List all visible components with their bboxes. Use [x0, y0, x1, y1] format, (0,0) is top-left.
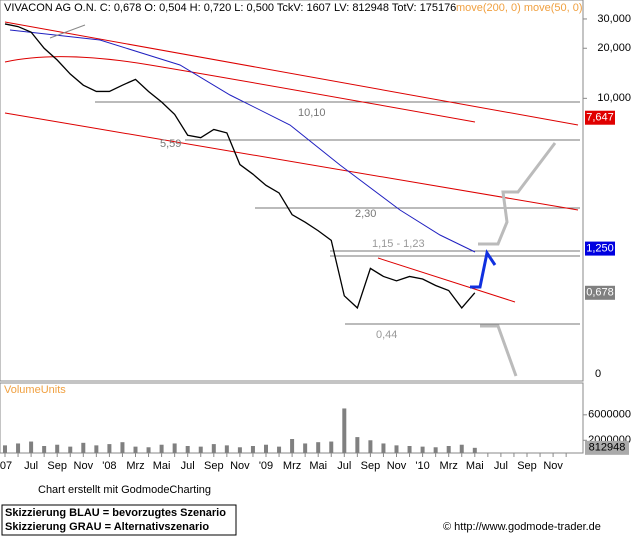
- volume-bar: [159, 444, 164, 453]
- x-tick-label: Mai: [309, 460, 327, 472]
- price-panel: [0, 0, 584, 382]
- volume-bar: [433, 447, 438, 453]
- volume-bar: [107, 444, 112, 453]
- price-marker-label: 0,678: [586, 287, 614, 299]
- volume-bar: [172, 443, 177, 453]
- price-marker: [585, 285, 615, 300]
- volume-bar: [3, 445, 7, 453]
- volume-bar: [472, 447, 477, 453]
- x-tick-label: '07: [0, 460, 12, 472]
- volume-bar: [446, 446, 451, 453]
- x-tick-label: Nov: [230, 460, 250, 472]
- x-tick-label: '08: [102, 460, 116, 472]
- y-tick-label: 0: [595, 368, 601, 380]
- trend-line: [377, 257, 516, 303]
- x-tick-label: Nov: [387, 460, 407, 472]
- trend-line: [4, 56, 476, 123]
- volume-bar: [250, 446, 255, 453]
- header: VIVACON AG O.N. C: 0,678 O: 0,504 H: 0,7…: [4, 2, 456, 14]
- note: Skizzierung GRAU = Alternativszenario: [5, 521, 209, 533]
- volume-bar: [394, 445, 399, 453]
- x-tick-label: Jul: [337, 460, 351, 472]
- annotation: 1,15 - 1,23: [372, 238, 425, 250]
- x-tick-label: Mai: [153, 460, 171, 472]
- x-tick-label: Sep: [361, 460, 381, 472]
- price-marker: [585, 110, 615, 125]
- volume-bar: [355, 437, 360, 453]
- volume-bar: [264, 444, 268, 453]
- pointer-arrow: [49, 24, 86, 39]
- volume-bar: [146, 447, 151, 453]
- x-tick-label: Jul: [494, 460, 508, 472]
- volume-bar: [277, 446, 282, 453]
- volume-bar: [368, 440, 373, 453]
- x-tick-label: '09: [259, 460, 273, 472]
- volume-marker-label: 812948: [589, 442, 626, 454]
- volume-bar: [185, 446, 190, 453]
- volume-bar: [198, 446, 203, 453]
- x-tick-label: Mai: [466, 460, 484, 472]
- blue-scenario: [470, 249, 497, 289]
- x-tick-label: Mrz: [283, 460, 301, 472]
- x-tick-label: Sep: [517, 460, 537, 472]
- y-tick-label: 20,000: [597, 42, 631, 54]
- trend-line: [4, 21, 579, 126]
- volume-bar: [303, 443, 308, 453]
- y-tick-label: 6000000: [588, 409, 631, 421]
- volume-bar: [29, 441, 34, 453]
- price-marker: [585, 241, 615, 256]
- annotation: 2,30: [355, 208, 376, 220]
- volume-bar: [459, 444, 464, 453]
- volume-label: VolumeUnits: [4, 384, 66, 396]
- source: © http://www.godmode-trader.de: [443, 521, 601, 533]
- volume-bar: [290, 439, 295, 453]
- volume-bar: [342, 408, 347, 453]
- annotation: 5,59: [160, 138, 181, 150]
- volume-bar: [68, 446, 73, 453]
- x-tick-label: Jul: [24, 460, 38, 472]
- annotation: 10,10: [298, 107, 326, 119]
- y-tick-label: 10,000: [597, 92, 631, 104]
- x-tick-label: Sep: [47, 460, 67, 472]
- volume-bar: [381, 443, 386, 453]
- y-tick-label: 30,000: [597, 13, 631, 25]
- x-tick-label: '10: [415, 460, 429, 472]
- indicators: move(200, 0) move(50, 0): [456, 2, 583, 14]
- volume-bar: [94, 445, 99, 453]
- grey-scenario: [480, 324, 518, 377]
- annotation: 0,44: [376, 329, 397, 341]
- x-tick-label: Mrz: [440, 460, 458, 472]
- volume-bar: [224, 445, 229, 453]
- x-tick-label: Nov: [74, 460, 94, 472]
- note: Skizzierung BLAU = bevorzugtes Szenario: [5, 507, 226, 519]
- volume-bar: [407, 446, 412, 453]
- moving-average: [9, 29, 476, 253]
- x-tick-label: Mrz: [126, 460, 144, 472]
- volume-bar: [329, 441, 334, 453]
- volume-bar: [16, 443, 21, 453]
- notes-box: [1, 504, 237, 536]
- price-marker-label: 1,250: [586, 242, 614, 254]
- volume-bar: [316, 442, 321, 453]
- x-tick-label: Nov: [543, 460, 563, 472]
- price-line: [4, 23, 476, 310]
- credit: Chart erstellt mit GodmodeCharting: [38, 484, 211, 496]
- x-tick-label: Sep: [204, 460, 224, 472]
- guides: [4, 21, 580, 377]
- volume-bar: [237, 447, 242, 453]
- volume-bar: [420, 446, 425, 453]
- volume-bar: [42, 446, 47, 453]
- grey-scenario: [478, 142, 557, 246]
- volume-bar: [81, 442, 86, 453]
- price-marker-label: 7,647: [586, 112, 614, 124]
- volume-bar: [133, 446, 138, 453]
- trend-line: [4, 112, 579, 211]
- volume-bar: [55, 444, 60, 453]
- volume-bar: [120, 442, 125, 453]
- volume-bar: [211, 444, 216, 453]
- volume-marker: [585, 440, 629, 455]
- x-tick-label: Jul: [181, 460, 195, 472]
